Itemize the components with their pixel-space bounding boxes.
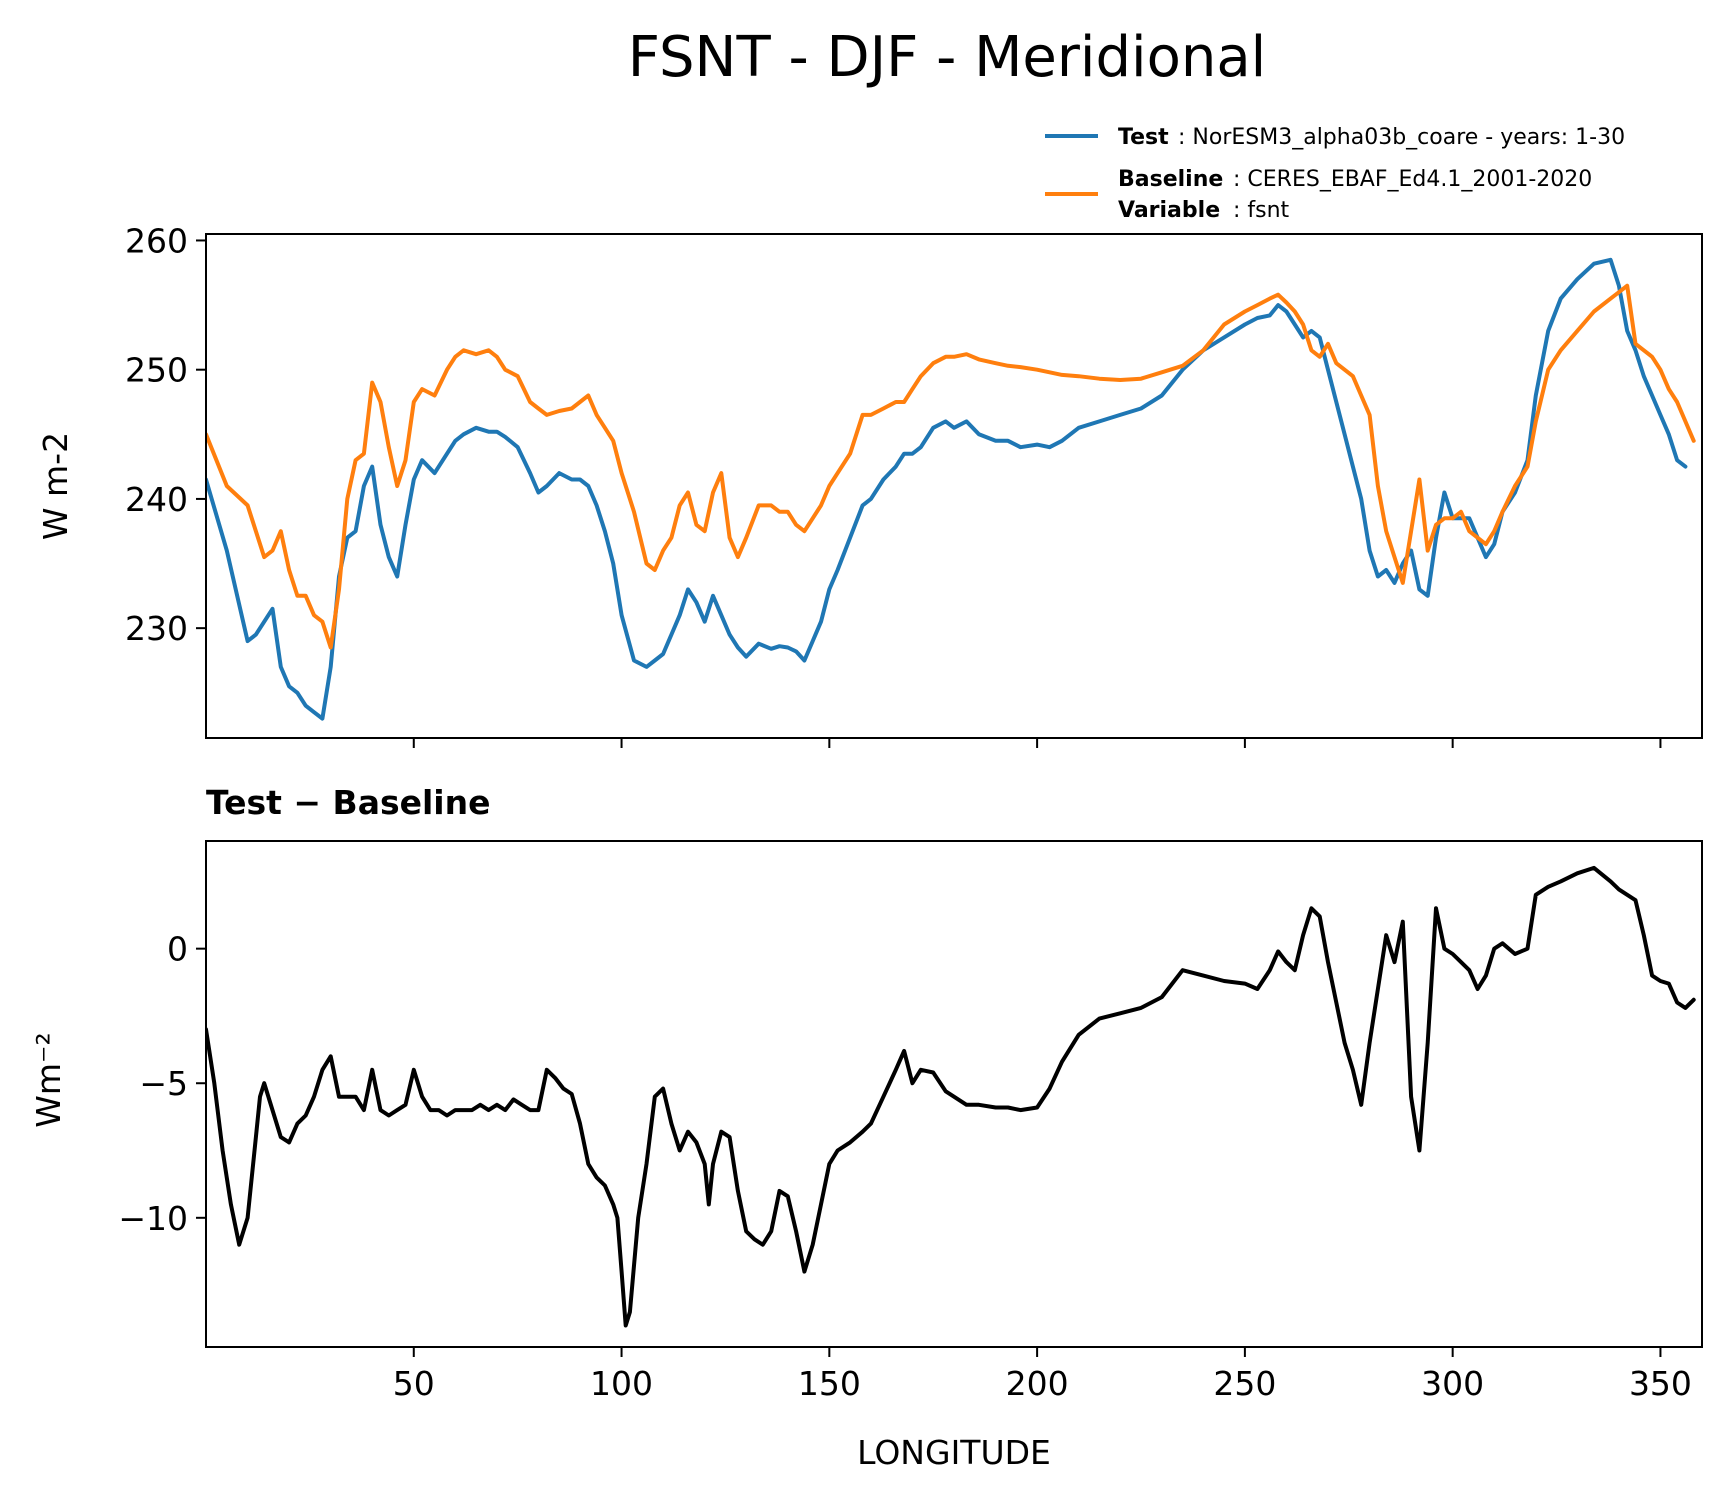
top-x-ticks: [412, 738, 1662, 748]
bottom-y-ticks: −10 −5 0: [118, 930, 206, 1238]
bottom-panel-title: Test − Baseline: [206, 783, 491, 822]
bottom-x-tick-label: 50: [393, 1364, 435, 1403]
figure-title: FSNT - DJF - Meridional: [628, 25, 1266, 90]
legend: Test : NorESM3_alpha03b_coare - years: 1…: [1045, 125, 1625, 223]
bottom-x-tick-label: 350: [1629, 1364, 1692, 1403]
bottom-y-tick-label: 0: [167, 930, 188, 969]
top-series-line-baseline: [206, 283, 1696, 650]
bottom-plot-lines: [206, 865, 1696, 1328]
legend-test-key: Test: [1118, 125, 1169, 150]
legend-variable-value: : fsnt: [1233, 198, 1290, 223]
bottom-x-tick-label: 200: [1006, 1364, 1069, 1403]
top-y-tick-label: 260: [125, 221, 188, 260]
top-y-tick-label: 250: [125, 351, 188, 390]
top-y-tick-label: 230: [125, 609, 188, 648]
top-y-ticks: 230 240 250 260: [125, 221, 206, 648]
bottom-y-axis-label: Wm⁻²: [29, 1032, 68, 1127]
bottom-x-tick-label: 100: [590, 1364, 653, 1403]
bottom-panel: Test − Baseline −10 −5 0 50 100 150 200 250 300…: [29, 783, 1703, 1472]
top-series-line-test: [206, 257, 1688, 721]
bottom-y-tick-label: −5: [139, 1064, 188, 1103]
bottom-y-tick-label: −10: [118, 1199, 188, 1238]
top-plot-lines: [206, 257, 1696, 721]
bottom-x-tick-label: 300: [1421, 1364, 1484, 1403]
bottom-x-ticks: 50 100 150 200 250 300 350: [393, 1347, 1692, 1403]
bottom-x-tick-label: 150: [798, 1364, 861, 1403]
bottom-panel-frame: [205, 840, 1703, 1348]
legend-variable-key: Variable: [1118, 198, 1220, 223]
bottom-x-tick-label: 250: [1213, 1364, 1276, 1403]
legend-baseline-key: Baseline: [1118, 167, 1223, 192]
top-y-tick-label: 240: [125, 480, 188, 519]
top-y-axis-label: W m-2: [36, 432, 75, 540]
x-axis-label: LONGITUDE: [857, 1433, 1051, 1472]
top-panel: 230 240 250 260 W m-2: [36, 221, 1703, 748]
legend-test-value: : NorESM3_alpha03b_coare - years: 1-30: [1178, 125, 1625, 150]
legend-baseline-value: : CERES_EBAF_Ed4.1_2001-2020: [1233, 167, 1592, 192]
top-panel-frame: [205, 233, 1703, 739]
bottom-series-line-difference: [206, 865, 1696, 1328]
